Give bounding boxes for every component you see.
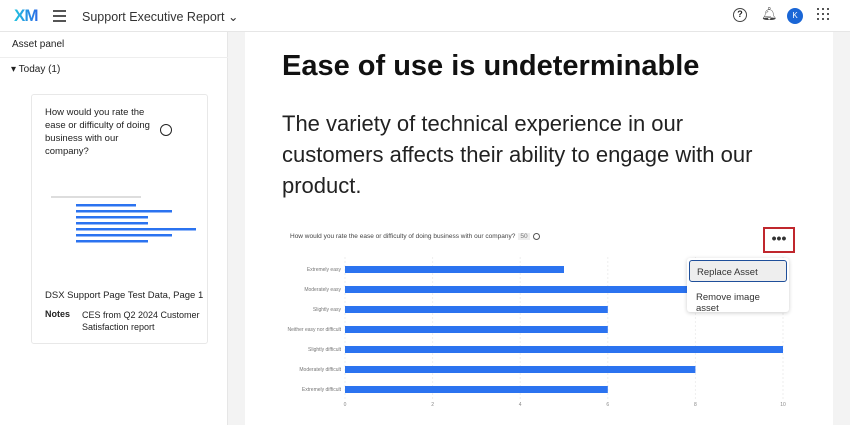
- card-name: DSX Support Page Test Data, Page 1: [45, 290, 204, 301]
- category-label: Slightly difficult: [308, 347, 342, 353]
- category-label: Extremely difficult: [302, 387, 342, 393]
- divider: [0, 57, 228, 58]
- category-label: Moderately difficult: [299, 367, 341, 373]
- chart-title-text: How would you rate the ease or difficult…: [290, 233, 516, 241]
- x-tick-label: 6: [606, 402, 609, 408]
- category-label: Extremely easy: [307, 267, 342, 273]
- thumbnail-bar: [76, 234, 172, 237]
- slide: Ease of use is undeterminable The variet…: [245, 32, 833, 425]
- clock-icon: [160, 124, 172, 136]
- avatar[interactable]: K: [787, 8, 803, 24]
- x-tick-label: 10: [780, 402, 786, 408]
- chevron-down-icon: ⌄: [227, 10, 239, 24]
- thumbnail-bar: [76, 228, 196, 231]
- x-tick-label: 2: [431, 402, 434, 408]
- help-icon[interactable]: ?: [733, 8, 747, 22]
- chart-title: How would you rate the ease or difficult…: [290, 233, 540, 241]
- bar: [345, 286, 696, 293]
- asset-menu: Replace Asset Remove image asset: [687, 258, 789, 314]
- x-tick-label: 4: [519, 402, 522, 408]
- group-label: Today (1): [18, 64, 61, 75]
- report-title: Support Executive Report: [82, 10, 225, 24]
- bar: [345, 266, 564, 273]
- report-title-dropdown[interactable]: Support Executive Report ⌄: [82, 9, 238, 24]
- response-count-badge: 50: [518, 233, 530, 241]
- card-question: How would you rate the ease or difficult…: [45, 107, 150, 157]
- category-label: Slightly easy: [313, 307, 342, 313]
- bar: [345, 306, 608, 313]
- bar: [345, 386, 608, 393]
- thumbnail-bar: [76, 240, 148, 243]
- asset-card[interactable]: How would you rate the ease or difficult…: [31, 94, 208, 344]
- xm-logo[interactable]: XM: [14, 6, 38, 25]
- bar-chart: 0 2 4 6 8 10 Extremely easy Moderately easy Slig…: [287, 257, 786, 408]
- bar: [345, 346, 783, 353]
- chart-thumbnail: [51, 196, 196, 243]
- bar: [345, 326, 608, 333]
- thumbnail-title: [51, 196, 141, 198]
- asset-panel-title: Asset panel: [12, 39, 65, 50]
- category-label: Neither easy nor difficult: [287, 327, 341, 333]
- apps-grid-icon[interactable]: [817, 8, 829, 20]
- bell-icon[interactable]: 🔔︎: [761, 6, 778, 21]
- thumbnail-bar: [76, 204, 136, 207]
- x-tick-label: 8: [694, 402, 697, 408]
- group-today-toggle[interactable]: ▾ Today (1): [11, 64, 60, 75]
- top-bar: XM Support Executive Report ⌄ ? 🔔︎ K: [0, 0, 850, 32]
- remove-image-asset-item[interactable]: Remove image asset: [696, 292, 760, 314]
- more-options-button[interactable]: •••: [763, 227, 795, 253]
- thumbnail-bar: [76, 216, 148, 219]
- caret-down-icon: ▾: [11, 64, 17, 75]
- menu-icon[interactable]: [53, 10, 66, 25]
- x-tick-label: 0: [344, 402, 347, 408]
- notes-value: CES from Q2 2024 Customer Satisfaction r…: [82, 310, 200, 332]
- replace-asset-item[interactable]: Replace Asset: [689, 260, 787, 282]
- asset-panel: Asset panel ▾ Today (1) How would you ra…: [0, 32, 228, 425]
- thumbnail-bar: [76, 222, 148, 225]
- category-label: Moderately easy: [304, 287, 341, 293]
- notes-label: Notes: [45, 309, 71, 319]
- info-icon[interactable]: [532, 233, 540, 240]
- thumbnail-bar: [76, 210, 172, 213]
- slide-body: The variety of technical experience in o…: [282, 111, 753, 198]
- bar: [345, 366, 696, 373]
- slide-heading: Ease of use is undeterminable: [282, 50, 700, 82]
